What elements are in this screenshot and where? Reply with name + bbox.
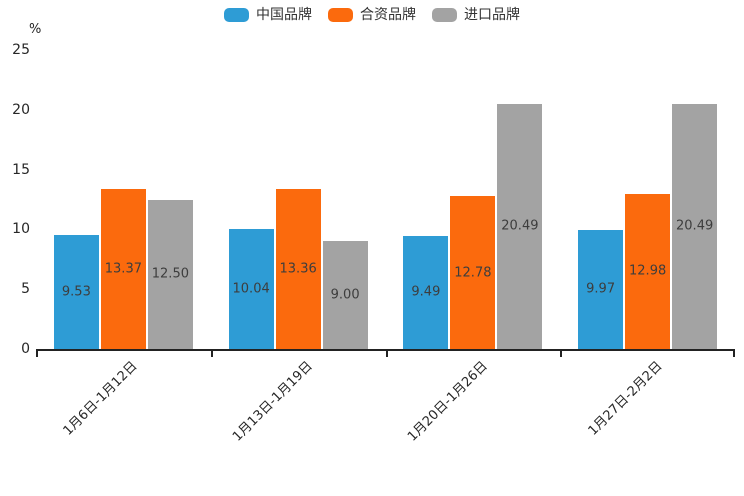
bar-合资品牌-4: [625, 193, 671, 349]
y-axis-tick-label: 20: [12, 101, 30, 118]
y-axis-tick-label: 10: [12, 221, 30, 238]
chart-legend: 中国品牌 合资品牌 进口品牌: [0, 8, 744, 22]
bar-合资品牌-1: [100, 189, 146, 349]
y-axis-tick-label: 15: [12, 161, 30, 178]
bar-value-label: 20.49: [676, 218, 714, 234]
legend-swatch-icon: [224, 8, 249, 22]
legend-item-2[interactable]: 合资品牌: [328, 8, 416, 22]
bar-value-label: 20.49: [501, 218, 539, 234]
x-axis-tick: [560, 349, 563, 357]
bar-value-label: 10.04: [232, 281, 270, 297]
bar-进口品牌-2: [322, 241, 368, 349]
bar-value-label: 9.00: [330, 287, 360, 303]
legend-swatch-icon: [328, 8, 353, 22]
bar-中国品牌-3: [403, 235, 449, 349]
x-axis-category-label: 1月27日-2月2日: [585, 358, 666, 439]
bar-value-label: 12.50: [151, 266, 189, 282]
x-axis-tick: [210, 349, 213, 357]
y-axis-tick-label: 5: [21, 281, 30, 298]
y-axis-unit-label: %: [29, 22, 42, 37]
bar-value-label: 12.78: [454, 265, 492, 281]
bar-合资品牌-3: [450, 196, 496, 349]
x-axis-tick: [385, 349, 388, 357]
bar-中国品牌-4: [578, 229, 624, 349]
legend-item-label: 进口品牌: [464, 7, 520, 23]
bar-进口品牌-1: [147, 199, 193, 349]
legend-item-1[interactable]: 中国品牌: [224, 8, 312, 22]
x-axis-tick: [733, 349, 735, 357]
bar-value-label: 12.98: [629, 263, 667, 279]
legend-item-label: 中国品牌: [256, 7, 312, 23]
bar-value-label: 9.97: [586, 281, 616, 297]
bar-合资品牌-2: [275, 189, 321, 349]
x-axis-tick: [36, 349, 38, 357]
bar-进口品牌-4: [672, 103, 718, 349]
legend-item-3[interactable]: 进口品牌: [432, 8, 520, 22]
x-axis-category-label: 1月6日-1月12日: [60, 358, 141, 439]
y-axis-tick-label: 25: [12, 42, 30, 58]
bar-value-label: 9.53: [61, 284, 91, 300]
bar-中国品牌-2: [228, 228, 274, 349]
bar-value-label: 9.49: [411, 284, 441, 300]
plot-area: 9.53 13.37 12.50 10.04 13.36 9.00 9.49 12.78 20.…: [36, 50, 735, 357]
legend-swatch-icon: [432, 8, 457, 22]
bar-进口品牌-3: [497, 103, 543, 349]
legend-item-label: 合资品牌: [360, 7, 416, 23]
bar-中国品牌-1: [53, 235, 99, 349]
x-axis-category-label: 1月13日-1月19日: [229, 358, 316, 445]
y-axis-tick-label: 0: [21, 341, 30, 357]
bar-value-label: 13.37: [104, 261, 142, 277]
x-axis-category-label: 1月20日-1月26日: [404, 358, 491, 445]
bar-value-label: 13.36: [279, 261, 317, 277]
